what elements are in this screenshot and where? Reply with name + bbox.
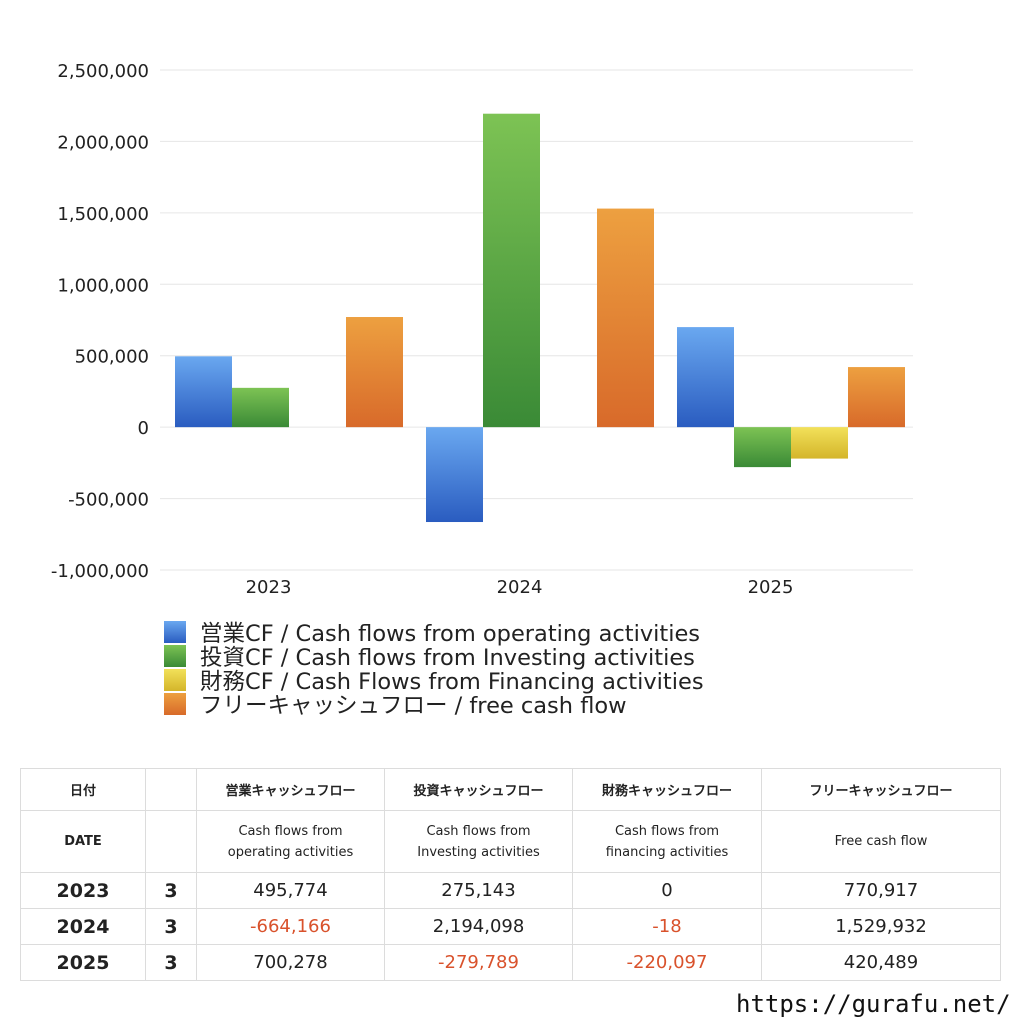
table-row: 2023 3 495,774 275,143 0 770,917 [20, 872, 1001, 909]
row-free: 770,917 [761, 872, 1001, 909]
row-investing: -279,789 [384, 944, 573, 981]
header-date-en: DATE [20, 810, 146, 873]
table-row: 2024 3 -664,166 2,194,098 -18 1,529,932 [20, 908, 1001, 945]
row-operating: 700,278 [196, 944, 385, 981]
cash-flow-table: 日付 営業キャッシュフロー 投資キャッシュフロー 財務キャッシュフロー フリーキ… [20, 768, 1001, 981]
legend-label-investing: 投資CF / Cash flows from Investing activit… [200, 645, 695, 671]
bar-investing-2024 [483, 113, 540, 428]
legend-swatch-free [164, 693, 186, 715]
bar-operating-2024 [426, 427, 483, 523]
header-investing-en-line1: Cash flows from [426, 823, 531, 839]
row-month: 3 [145, 944, 197, 981]
row-operating: -664,166 [196, 908, 385, 945]
legend-label-operating: 営業CF / Cash flows from operating activit… [200, 621, 701, 647]
row-financing: -18 [572, 908, 762, 945]
row-month: 3 [145, 872, 197, 909]
header-financing-en-line2: financing activities [605, 844, 729, 860]
y-tick-label: 0 [138, 418, 149, 439]
header-investing-en: Cash flows from Investing activities [384, 810, 573, 873]
x-tick-label: 2025 [748, 577, 794, 598]
y-tick-label: 500,000 [75, 347, 149, 368]
bar-operating-2023 [175, 356, 232, 428]
row-year: 2023 [20, 872, 146, 909]
legend-swatch-operating [164, 621, 186, 643]
cash-flow-bar-chart: 2,500,000 2,000,000 1,500,000 1,000,000 500,… [51, 61, 913, 598]
row-free: 1,529,932 [761, 908, 1001, 945]
bar-free-2023 [346, 317, 403, 428]
x-tick-label: 2023 [246, 577, 292, 598]
header-financing-en: Cash flows from financing activities [572, 810, 762, 873]
legend-swatch-investing [164, 645, 186, 667]
row-operating: 495,774 [196, 872, 385, 909]
row-financing: -220,097 [572, 944, 762, 981]
table-header-jp: 日付 営業キャッシュフロー 投資キャッシュフロー 財務キャッシュフロー フリーキ… [20, 768, 1001, 811]
header-operating-en-line2: operating activities [227, 844, 354, 860]
legend-label-financing: 財務CF / Cash Flows from Financing activit… [200, 669, 704, 695]
row-financing: 0 [572, 872, 762, 909]
bar-investing-2025 [734, 427, 791, 468]
site-url[interactable]: https://gurafu.net/ [736, 990, 1011, 1018]
header-financing-jp: 財務キャッシュフロー [572, 768, 762, 811]
header-investing-en-line2: Investing activities [417, 844, 540, 860]
legend-label-free: フリーキャッシュフロー / free cash flow [200, 693, 627, 719]
table-header-en: DATE Cash flows from operating activities… [20, 810, 1001, 873]
x-tick-label: 2024 [497, 577, 543, 598]
row-investing: 275,143 [384, 872, 573, 909]
legend-item-investing: 投資CF / Cash flows from Investing activit… [164, 644, 704, 671]
bar-operating-2025 [677, 327, 734, 428]
y-tick-label: 2,500,000 [57, 61, 149, 82]
row-year: 2024 [20, 908, 146, 945]
table-row: 2025 3 700,278 -279,789 -220,097 420,489 [20, 944, 1001, 981]
header-free-jp: フリーキャッシュフロー [761, 768, 1001, 811]
y-axis-tick-labels: 2,500,000 2,000,000 1,500,000 1,000,000 500,… [51, 61, 149, 582]
bar-free-2025 [848, 367, 905, 428]
header-operating-jp: 営業キャッシュフロー [196, 768, 385, 811]
x-axis-tick-labels: 2023 2024 2025 [246, 577, 794, 598]
header-blank [145, 768, 197, 811]
header-operating-en-line1: Cash flows from [238, 823, 343, 839]
header-blank-en [145, 810, 197, 873]
row-free: 420,489 [761, 944, 1001, 981]
header-free-en: Free cash flow [761, 810, 1001, 873]
legend-swatch-financing [164, 669, 186, 691]
y-tick-label: -1,000,000 [51, 561, 149, 582]
y-tick-label: 2,000,000 [57, 132, 149, 153]
bar-free-2024 [597, 208, 654, 428]
row-month: 3 [145, 908, 197, 945]
bars [175, 113, 905, 523]
y-tick-label: 1,000,000 [57, 275, 149, 296]
header-investing-jp: 投資キャッシュフロー [384, 768, 573, 811]
legend-item-operating: 営業CF / Cash flows from operating activit… [164, 620, 704, 647]
bar-investing-2023 [232, 387, 289, 428]
y-tick-label: 1,500,000 [57, 204, 149, 225]
legend-item-free: フリーキャッシュフロー / free cash flow [164, 692, 704, 719]
row-year: 2025 [20, 944, 146, 981]
legend: 営業CF / Cash flows from operating activit… [164, 620, 704, 719]
header-date-jp: 日付 [20, 768, 146, 811]
header-financing-en-line1: Cash flows from [614, 823, 720, 839]
header-operating-en: Cash flows from operating activities [196, 810, 385, 873]
legend-item-financing: 財務CF / Cash Flows from Financing activit… [164, 668, 704, 695]
row-investing: 2,194,098 [384, 908, 573, 945]
bar-financing-2025 [791, 427, 848, 459]
y-tick-label: -500,000 [68, 490, 149, 511]
